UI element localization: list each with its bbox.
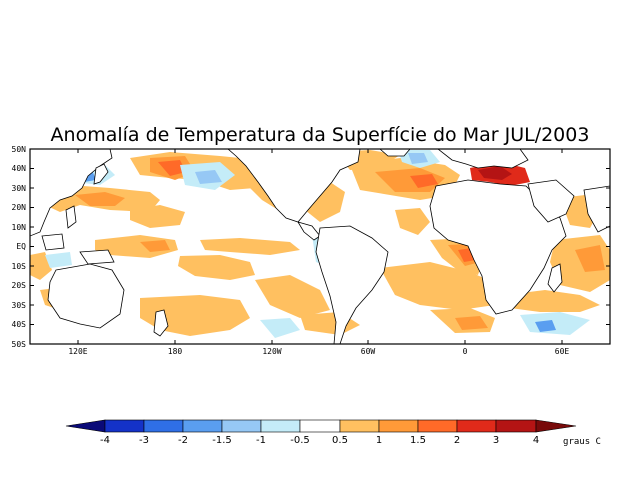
colorbar-segment xyxy=(182,419,223,433)
anomaly-neg-timor xyxy=(45,252,72,268)
colorbar-tick: 1.5 xyxy=(410,435,426,446)
colorbar-segment xyxy=(378,419,419,433)
anomaly-s-atlantic xyxy=(380,262,500,310)
anomaly-eq-pacific-mid xyxy=(200,238,300,255)
land-india xyxy=(583,185,610,233)
anomaly-neg-nw-atl-core xyxy=(408,153,428,164)
lon-tick-marks xyxy=(77,149,563,344)
colorbar-segment xyxy=(221,419,262,433)
land-central-america xyxy=(297,221,321,241)
colorbar-segment xyxy=(456,419,497,433)
land-borneo xyxy=(41,233,65,251)
anomaly-strong-n-atl xyxy=(410,174,438,188)
lat-label: 20S xyxy=(12,281,27,290)
colorbar-tick: 4 xyxy=(533,435,539,446)
lat-label: 10N xyxy=(12,223,27,232)
latitude-axis: 50N 40N 30N 20N 10N EQ 10S 20S 30S 40S 5… xyxy=(12,145,610,349)
continents xyxy=(30,149,610,344)
lat-label: 40S xyxy=(12,320,27,329)
land-japan xyxy=(93,163,109,185)
anomaly-neg-sw-pac xyxy=(260,318,300,338)
colorbar-segment xyxy=(104,419,145,433)
map-content xyxy=(30,149,610,344)
colorbar-gt-4 xyxy=(535,419,577,433)
lon-label: 60W xyxy=(361,347,376,356)
lon-label: 60E xyxy=(555,347,570,356)
anomaly-neg-n-pac-core xyxy=(195,170,222,184)
land-arabia xyxy=(527,179,575,223)
colorbar-tick: 3 xyxy=(493,435,499,446)
lat-label: 10S xyxy=(12,262,27,271)
anomaly-core-s-atl xyxy=(455,316,488,330)
anomaly-neg-s-indian xyxy=(520,312,590,335)
colorbar-tick: -0.5 xyxy=(290,435,310,446)
land-greenland xyxy=(379,149,411,157)
colorbar-tick: 0.5 xyxy=(332,435,348,446)
anomaly-neg-s-indian-core xyxy=(535,320,556,332)
lat-tick-marks xyxy=(30,168,610,325)
colorbar-segment xyxy=(417,419,458,433)
anomaly-mediterranean-core xyxy=(478,166,512,180)
land-europe xyxy=(437,149,529,169)
anomaly-s-indian xyxy=(505,290,600,312)
colorbar-tick: -4 xyxy=(100,435,110,446)
lat-label: 30N xyxy=(12,184,27,193)
colorbar-segment xyxy=(143,419,184,433)
strong-positive-anomaly xyxy=(158,160,530,262)
anomaly-se-indian xyxy=(30,252,52,280)
lon-label: 180 xyxy=(168,347,183,356)
land-philippines xyxy=(65,205,77,229)
lon-label: 120W xyxy=(262,347,281,356)
colorbar-segment xyxy=(299,419,341,433)
colorbar-segment xyxy=(495,419,537,433)
land-south-america xyxy=(315,225,389,344)
colorbar-tick: -1 xyxy=(256,435,266,446)
map-title: Anomalía de Temperatura da Superfície do… xyxy=(51,124,590,146)
anomaly-strong-n-pac xyxy=(158,160,186,176)
colorbar-lt-m4 xyxy=(65,419,106,433)
anomaly-trop-atlantic xyxy=(395,208,430,235)
lat-label: 50N xyxy=(12,145,27,154)
lat-label: 50S xyxy=(12,340,27,349)
lon-label: 120E xyxy=(68,347,87,356)
colorbar-tick: 1 xyxy=(376,435,382,446)
anomaly-core-nw-pacific xyxy=(75,192,125,206)
land-new-zealand xyxy=(153,309,169,337)
land-new-guinea xyxy=(79,249,115,265)
anomaly-core-eq-w xyxy=(140,240,170,252)
land-australia xyxy=(47,263,125,329)
lon-label: 0 xyxy=(463,347,468,356)
colorbar-tick: -3 xyxy=(139,435,149,446)
lat-label: 30S xyxy=(12,301,27,310)
colorbar-unit: graus C xyxy=(563,437,601,447)
land-africa xyxy=(429,179,567,315)
lat-label: 20N xyxy=(12,203,27,212)
colorbar-tick: -1.5 xyxy=(212,435,232,446)
anomaly-core-indian xyxy=(575,245,605,272)
lat-label: EQ xyxy=(16,242,26,251)
colorbar-tick: 2 xyxy=(454,435,460,446)
colorbar-segment xyxy=(339,419,380,433)
land-east-asia xyxy=(30,149,113,237)
colorbar-tick: -2 xyxy=(178,435,188,446)
anomaly-se-pacific xyxy=(255,275,330,318)
lat-label: 40N xyxy=(12,164,27,173)
colorbar-segment xyxy=(260,419,301,433)
anomaly-s-pacific-west xyxy=(178,255,255,280)
land-madagascar xyxy=(547,263,563,293)
colorbar: -4 -3 -2 -1.5 -1 -0.5 0.5 1 1.5 2 3 4 gr… xyxy=(65,419,601,447)
longitude-axis: 120E 180 120W 60W 0 60E xyxy=(68,149,569,356)
anomaly-tasman xyxy=(130,205,185,228)
